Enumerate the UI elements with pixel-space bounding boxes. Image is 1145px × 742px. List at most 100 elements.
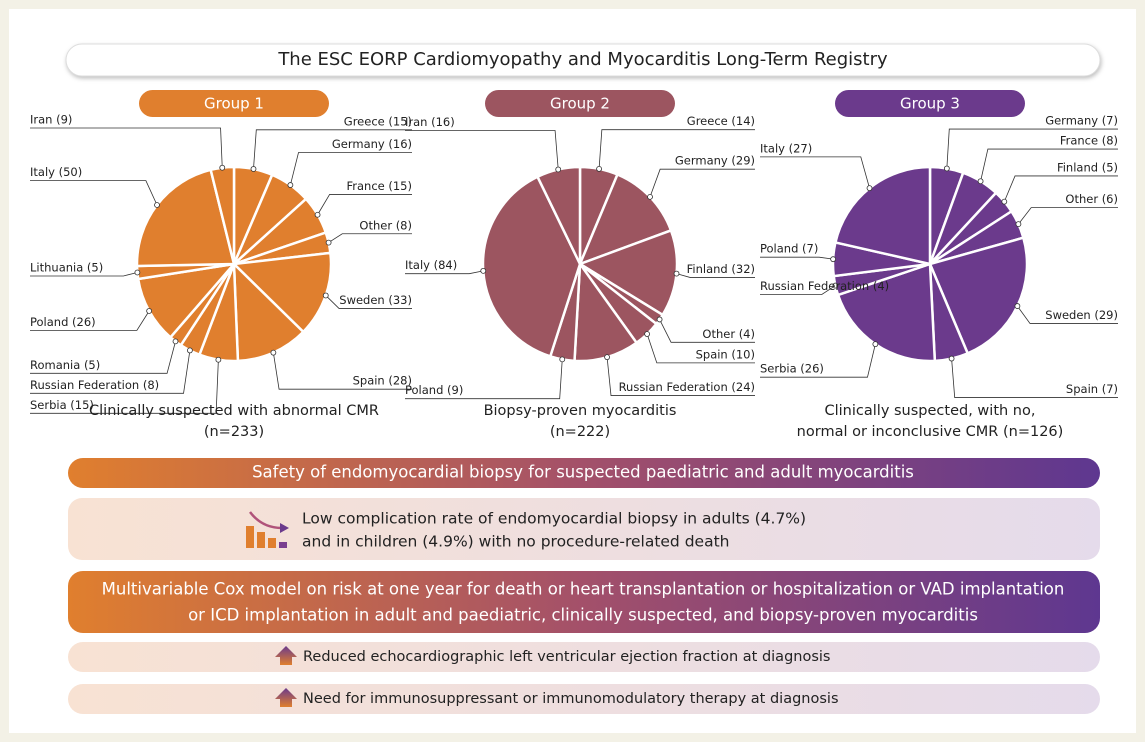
group-title: Group 2 xyxy=(550,95,610,113)
leader-line xyxy=(253,129,412,170)
leader-line xyxy=(646,333,755,364)
group-title: Group 1 xyxy=(204,95,264,113)
slice-label: Poland (7) xyxy=(760,242,818,256)
leader-dot xyxy=(270,349,277,356)
pie-caption: Clinically suspected with abnormal CMR xyxy=(89,403,379,419)
leader-line xyxy=(272,352,412,390)
leader-line xyxy=(676,273,755,278)
safety-box xyxy=(68,498,1100,560)
leader-line xyxy=(760,156,870,189)
leader-dot xyxy=(596,165,602,172)
leader-line xyxy=(30,272,138,277)
slice-label: Poland (26) xyxy=(30,315,96,329)
leader-dot xyxy=(977,178,984,185)
slice-label: Iran (16) xyxy=(405,115,455,129)
leader-dot xyxy=(1001,198,1008,205)
leader-dot xyxy=(322,292,329,299)
leader-dot xyxy=(644,331,651,337)
slice-label: Greece (15) xyxy=(344,114,412,128)
slice-label: Russian Federation (24) xyxy=(619,380,755,394)
pies: Group 1 Greece (15) Germany (16) France (15… xyxy=(30,90,1118,440)
slice-label: France (15) xyxy=(346,179,412,193)
leader-dot xyxy=(555,166,562,173)
slice-label: Poland (9) xyxy=(405,383,463,397)
leader-line xyxy=(951,358,1118,398)
leader-line xyxy=(946,128,1118,169)
leader-dot xyxy=(134,269,141,276)
slice-label: Germany (29) xyxy=(675,154,755,168)
leader-dot xyxy=(215,356,222,363)
leader-line xyxy=(317,194,412,215)
slice-label: Spain (10) xyxy=(696,347,755,361)
leader-dot xyxy=(187,347,193,354)
leader-line xyxy=(328,233,412,243)
title-pill xyxy=(65,43,1101,77)
leader-dot xyxy=(604,354,610,361)
leader-dot xyxy=(559,356,566,363)
leader-dot xyxy=(250,166,257,172)
pie-caption: (n=222) xyxy=(550,424,610,440)
slice-label: Serbia (15) xyxy=(30,398,94,412)
slice-label: Other (4) xyxy=(702,327,755,341)
finding: Need for immunosuppressant or immunomodu… xyxy=(303,691,839,707)
leader-dot xyxy=(866,185,873,192)
leader-line xyxy=(405,359,563,400)
slice-label: Italy (84) xyxy=(405,258,457,272)
leader-dot xyxy=(287,182,294,188)
slice-label: Germany (7) xyxy=(1045,114,1118,128)
leader-line xyxy=(30,350,191,394)
group-title: Group 3 xyxy=(900,95,960,113)
cox-title: or ICD implantation in adult and paediat… xyxy=(188,606,978,625)
leader-line xyxy=(760,344,876,378)
safety-text: Low complication rate of endomyocardial … xyxy=(302,510,806,528)
slice-label: Russian Federation (4) xyxy=(760,279,889,293)
safety-title: Safety of endomyocardial biopsy for susp… xyxy=(252,463,914,482)
pie-caption: Biopsy-proven myocarditis xyxy=(484,403,677,419)
leader-line xyxy=(405,130,559,170)
leader-line xyxy=(1018,207,1118,225)
leader-dot xyxy=(673,270,680,277)
leader-line xyxy=(1017,305,1118,324)
leader-line xyxy=(30,310,150,331)
cox-title: Multivariable Cox model on risk at one y… xyxy=(102,580,1065,599)
slice-label: Other (6) xyxy=(1065,192,1118,206)
leader-line xyxy=(659,319,755,343)
slice-label: Finland (32) xyxy=(687,262,755,276)
slice-label: Lithuania (5) xyxy=(30,260,103,274)
safety-banner xyxy=(68,458,1100,488)
slice-label: Spain (28) xyxy=(353,374,412,388)
leader-line xyxy=(980,148,1118,182)
leader-dot xyxy=(948,355,955,362)
slice-label: Finland (5) xyxy=(1057,160,1118,174)
finding: Reduced echocardiographic left ventricul… xyxy=(303,649,830,665)
leader-line xyxy=(30,359,219,414)
slice-label: Romania (5) xyxy=(30,358,100,372)
slice-label: Germany (16) xyxy=(332,137,412,151)
cox-banner xyxy=(68,571,1100,633)
leader-dot xyxy=(656,316,663,323)
slice-label: Iran (9) xyxy=(30,113,72,127)
slice-label: Sweden (33) xyxy=(339,293,412,307)
slice-label: Serbia (26) xyxy=(760,362,824,376)
finding-row xyxy=(68,684,1100,714)
leader-line xyxy=(606,357,755,396)
leader-line xyxy=(405,270,484,275)
leader-dot xyxy=(325,239,332,246)
group-pill xyxy=(139,90,329,117)
leader-dot xyxy=(314,211,321,218)
leader-dot xyxy=(1015,221,1022,228)
leader-dot xyxy=(480,267,487,274)
slice-label: Sweden (29) xyxy=(1045,308,1118,322)
slice-label: France (8) xyxy=(1060,134,1118,148)
leader-line xyxy=(760,285,836,295)
slice-label: Other (8) xyxy=(359,218,412,232)
leader-dot xyxy=(1014,303,1021,309)
leader-dot xyxy=(154,202,160,208)
leader-line xyxy=(598,129,755,169)
leader-dot xyxy=(943,165,950,172)
leader-dot xyxy=(172,338,179,345)
leader-dot xyxy=(830,256,837,263)
leader-dot xyxy=(146,308,153,314)
